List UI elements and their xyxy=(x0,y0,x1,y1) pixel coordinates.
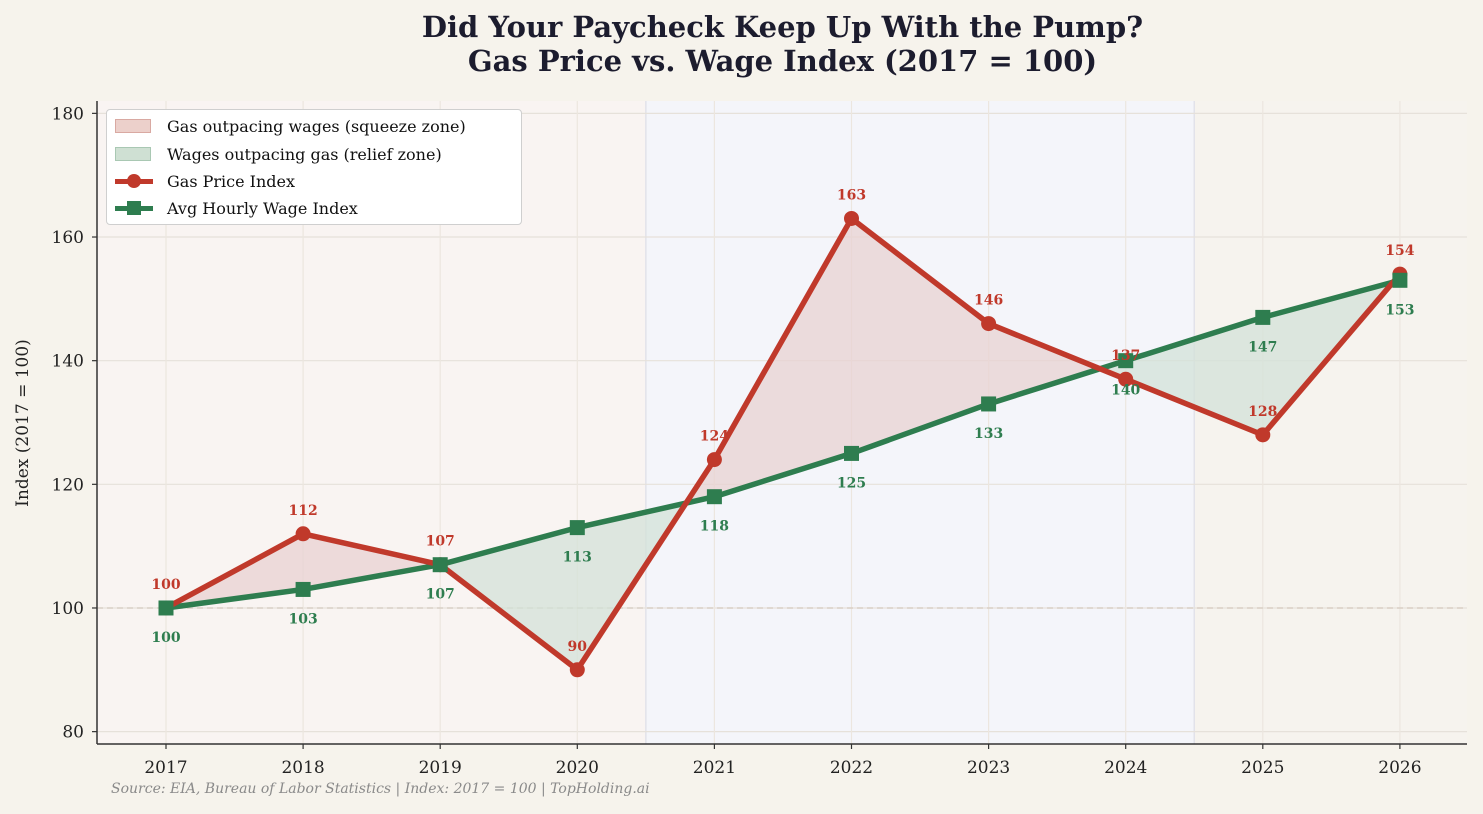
squeeze-swatch xyxy=(115,119,151,133)
gas-data-label: 146 xyxy=(974,293,1003,309)
x-tick-label: 2022 xyxy=(830,758,873,778)
wage-point xyxy=(295,581,311,597)
wage-data-label: 147 xyxy=(1248,339,1277,355)
y-tick-label: 140 xyxy=(52,352,84,372)
squeeze-zone-fill xyxy=(303,533,441,590)
wage-point xyxy=(569,520,585,536)
legend-item-squeeze: Gas outpacing wages (squeeze zone) xyxy=(115,115,466,137)
wage-data-label: 125 xyxy=(837,475,866,491)
chart-subtitle: Gas Price vs. Wage Index (2017 = 100) xyxy=(467,44,1098,78)
wage-data-label: 118 xyxy=(700,519,729,535)
gas-data-label: 90 xyxy=(568,639,588,655)
gas-data-label: 128 xyxy=(1248,404,1277,420)
legend-item-wage: Avg Hourly Wage Index xyxy=(115,197,358,219)
y-axis-label: Index (2017 = 100) xyxy=(13,339,33,507)
wage-data-label: 140 xyxy=(1111,383,1140,399)
gas-point xyxy=(844,210,859,226)
wage-point xyxy=(1392,272,1408,288)
y-tick-label: 180 xyxy=(52,104,84,124)
series-lines xyxy=(158,210,1408,678)
source-note: Source: EIA, Bureau of Labor Statistics … xyxy=(111,781,650,797)
gas-data-label: 124 xyxy=(700,429,729,445)
gas-data-label: 100 xyxy=(151,577,180,593)
wage-data-label: 103 xyxy=(288,611,317,627)
wage-data-label: 153 xyxy=(1385,302,1414,318)
legend-label-wage: Avg Hourly Wage Index xyxy=(167,198,358,218)
legend-label-squeeze: Gas outpacing wages (squeeze zone) xyxy=(167,116,466,136)
squeeze-zone-fill xyxy=(988,323,1100,404)
legend-item-gas: Gas Price Index xyxy=(115,170,295,192)
wage-data-label: 100 xyxy=(151,630,180,646)
y-tick-label: 160 xyxy=(52,228,84,248)
x-tick-label: 2018 xyxy=(281,758,324,778)
wage-data-label: 113 xyxy=(563,550,592,566)
x-tick-label: 2025 xyxy=(1241,758,1284,778)
wage-point xyxy=(1118,353,1134,369)
wage-point xyxy=(158,600,174,616)
legend-item-relief: Wages outpacing gas (relief zone) xyxy=(115,143,442,165)
gas-point xyxy=(295,526,311,542)
x-tick-label: 2020 xyxy=(556,758,599,778)
x-tick-label: 2023 xyxy=(967,758,1010,778)
chart-title: Did Your Paycheck Keep Up With the Pump? xyxy=(421,10,1144,44)
wage-point xyxy=(1255,309,1271,325)
relief-zone-fill xyxy=(440,527,578,670)
gas-series-line xyxy=(164,215,1402,673)
axes: 80 100 120 140 160 180 2017 2018 2019 2020 2021 202… xyxy=(52,101,1467,778)
wage-data-label: 107 xyxy=(426,587,455,603)
legend-label-gas: Gas Price Index xyxy=(167,171,296,191)
gas-point xyxy=(1118,371,1134,387)
gas-data-label: 137 xyxy=(1111,348,1140,364)
y-tick-label: 120 xyxy=(52,475,84,495)
gas-data-label: 163 xyxy=(837,187,866,203)
legend: Gas outpacing wages (squeeze zone) Wages… xyxy=(106,109,522,225)
x-tick-label: 2026 xyxy=(1378,758,1421,778)
gas-point xyxy=(1255,427,1271,443)
wage-data-label: 133 xyxy=(974,426,1003,442)
y-tick-label: 100 xyxy=(52,599,84,619)
legend-label-relief: Wages outpacing gas (relief zone) xyxy=(167,144,442,164)
x-tick-label: 2017 xyxy=(144,758,187,778)
relief-zone-fill xyxy=(1125,317,1263,435)
x-tick-label: 2021 xyxy=(693,758,736,778)
gas-data-label: 112 xyxy=(288,503,317,519)
wage-series-line xyxy=(165,277,1401,611)
relief-swatch xyxy=(115,147,151,161)
gas-point xyxy=(569,662,585,678)
data-labels: 100 112 107 90 124 163 146 137 128 154 100 103 107 11… xyxy=(151,187,1414,654)
x-tick-label: 2024 xyxy=(1104,758,1147,778)
squeeze-zone-fill xyxy=(851,218,989,454)
gridlines xyxy=(97,101,1467,744)
gas-point xyxy=(981,316,997,332)
wage-point xyxy=(432,557,448,573)
wage-point xyxy=(844,445,859,461)
gas-point xyxy=(706,452,722,468)
gas-data-label: 154 xyxy=(1385,243,1414,259)
y-tick-label: 80 xyxy=(62,723,84,743)
gas-line-icon xyxy=(115,173,153,189)
x-tick-label: 2019 xyxy=(419,758,462,778)
wage-point xyxy=(706,489,722,505)
gas-data-label: 107 xyxy=(426,534,455,550)
wage-point xyxy=(981,396,997,412)
wage-line-icon xyxy=(115,200,153,216)
squeeze-zone-fill xyxy=(714,218,852,497)
